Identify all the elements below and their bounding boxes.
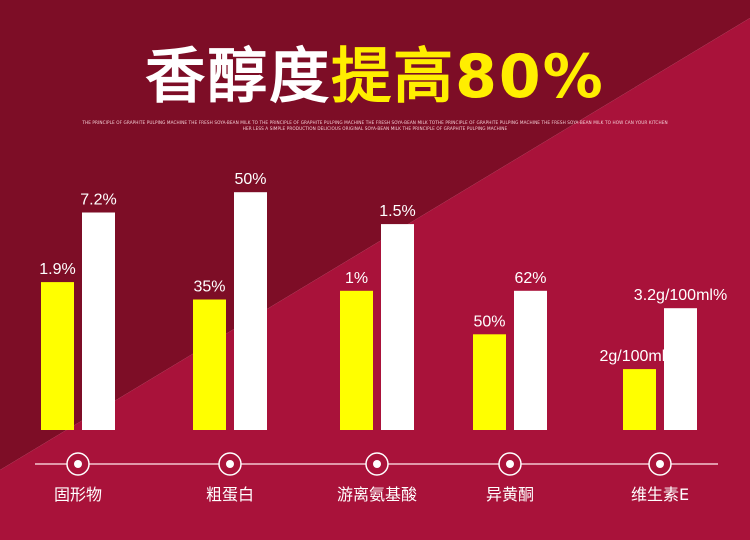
bar-yellow-2 bbox=[193, 299, 226, 430]
category-label-2: 粗蛋白 bbox=[206, 485, 254, 504]
bar-white-3 bbox=[381, 224, 414, 430]
data-label-white-1: 7.2% bbox=[80, 192, 116, 209]
bar-yellow-5 bbox=[623, 369, 656, 430]
category-label-3: 游离氨基酸 bbox=[337, 485, 417, 504]
category-label-1: 固形物 bbox=[54, 485, 102, 504]
subtitle-text: THE PRINCIPLE OF GRAPHITE PULPING MACHIN… bbox=[82, 120, 668, 131]
page-title: 香醇度提高80% bbox=[0, 42, 750, 112]
bar-yellow-1 bbox=[41, 282, 74, 430]
data-label-white-3: 1.5% bbox=[379, 203, 415, 220]
bar-white-2 bbox=[234, 192, 267, 430]
category-label-5: 维生素E bbox=[631, 485, 689, 504]
data-label-yellow-5: 2g/100ml% bbox=[599, 348, 679, 365]
bar-yellow-4 bbox=[473, 334, 506, 430]
axis-marker-dot-3 bbox=[373, 460, 381, 468]
data-label-yellow-1: 1.9% bbox=[39, 261, 75, 278]
background-light-region bbox=[0, 18, 750, 540]
data-label-white-5: 3.2g/100ml% bbox=[634, 287, 727, 304]
axis-marker-dot-5 bbox=[656, 460, 664, 468]
background-dark-region bbox=[0, 0, 750, 470]
title-part-white: 香醇度 bbox=[145, 42, 332, 112]
category-label-4: 异黄酮 bbox=[486, 485, 534, 504]
axis-marker-dot-1 bbox=[74, 460, 82, 468]
data-label-white-2: 50% bbox=[234, 171, 266, 188]
data-label-yellow-4: 50% bbox=[473, 313, 505, 330]
data-label-yellow-3: 1% bbox=[345, 270, 368, 287]
bar-white-1 bbox=[82, 212, 115, 430]
title-part-yellow: 提高80% bbox=[331, 42, 605, 112]
data-label-white-4: 62% bbox=[514, 270, 546, 287]
axis-marker-dot-4 bbox=[506, 460, 514, 468]
bar-white-4 bbox=[514, 290, 547, 430]
bar-yellow-3 bbox=[340, 290, 373, 430]
data-label-yellow-2: 35% bbox=[193, 279, 225, 296]
bar-white-5 bbox=[664, 308, 697, 430]
axis-marker-dot-2 bbox=[226, 460, 234, 468]
